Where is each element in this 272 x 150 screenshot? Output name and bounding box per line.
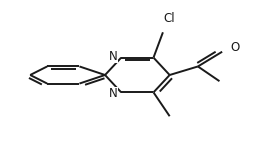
Text: N: N <box>109 50 118 63</box>
Text: N: N <box>109 87 118 100</box>
Text: O: O <box>231 41 240 54</box>
Text: Cl: Cl <box>163 12 175 25</box>
